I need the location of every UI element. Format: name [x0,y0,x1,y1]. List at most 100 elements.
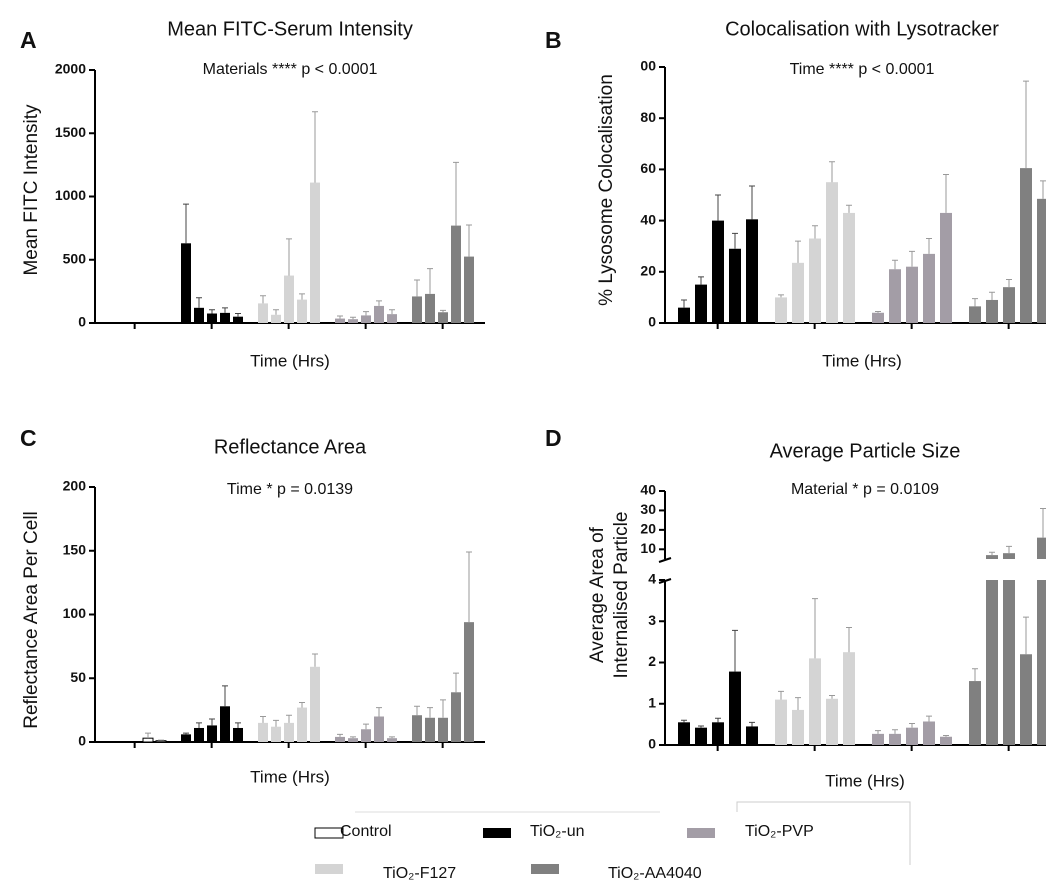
bar [335,318,345,323]
error-bar [943,735,949,737]
error-bar [812,598,818,659]
error-bar [376,300,382,306]
x-axis-label: Time (Hrs) [825,771,905,790]
error-bar [427,268,433,294]
error-bar [715,194,721,221]
error-bar [350,316,356,320]
error-bar [312,653,318,667]
y-axis-label: Reflectance Area Per Cell [21,511,42,729]
error-bar [892,729,898,734]
y-tick-label: 1500 [55,124,86,140]
y-axis-label: Internalised Particle [611,512,632,679]
error-bar [312,111,318,183]
y-axis-label: Mean FITC Intensity [21,104,42,276]
bar [1003,287,1015,323]
y-tick-label: 3 [648,612,656,628]
bar [695,284,707,323]
bar [872,312,884,323]
error-bar [681,299,687,308]
bar [775,699,787,745]
error-bar [778,294,784,298]
bar [310,182,320,323]
error-bar [1006,278,1012,288]
error-bar [829,695,835,699]
bar [923,721,935,745]
y-tick-label: 1000 [55,187,86,203]
y-tick-label: 80 [640,109,656,125]
bar [425,717,435,742]
bar [297,707,307,742]
y-tick-label: 0 [78,733,86,749]
bar [792,262,804,323]
error-bar [222,685,228,707]
bar [889,733,901,745]
bar [969,681,981,745]
error-bar [337,315,343,319]
error-bar [235,722,241,728]
bar [1020,168,1032,323]
bar [906,727,918,745]
bar [412,715,422,742]
error-bar [196,722,202,728]
error-bar [183,732,189,735]
y-tick-label: 1 [648,694,656,710]
bar [348,319,358,323]
legend-label: TiO₂-PVP [745,823,814,840]
error-bar [732,232,738,249]
error-bar [350,736,356,739]
bar [387,738,397,742]
bar [923,253,935,323]
legend-swatch [687,828,715,838]
error-bar [1040,507,1046,538]
error-bar [875,730,881,734]
bar [348,738,358,742]
x-axis-label: Time (Hrs) [250,351,330,370]
bar [712,220,724,323]
bar [451,225,461,323]
y-tick-label: 40 [640,211,656,227]
error-bar [299,293,305,300]
error-bar [698,276,704,285]
panel-letter: A [20,27,37,53]
bar [809,238,821,323]
bar [155,740,167,743]
bar [233,727,243,742]
error-bar [222,307,228,313]
bar [207,313,217,323]
y-tick-label: 150 [63,541,87,557]
error-bar [926,238,932,254]
panel: B Colocalisation with Lysotracker Time ***… [545,18,1046,370]
error-bar [681,719,687,723]
error-bar [466,224,472,257]
bar [843,212,855,323]
panel-subtitle: Material * p = 0.0109 [791,481,939,498]
panel-letter: B [545,27,562,53]
error-bar [209,718,215,726]
y-tick-label: 2 [648,653,656,669]
error-bar [466,551,472,623]
bar [361,315,371,323]
y-tick-label: 500 [63,250,87,266]
axis-break [658,557,672,563]
legend-label: TiO₂-AA4040 [608,865,702,882]
bar [464,622,474,742]
error-bar [145,732,151,739]
bar [297,299,307,323]
y-tick-label: 100 [63,605,87,621]
panel-subtitle: Time * p = 0.0139 [227,481,353,498]
legend-label: Control [340,823,392,840]
panel-title: Mean FITC-Serum Intensity [167,18,413,40]
y-tick-label: 30 [640,501,656,517]
panel: C Reflectance Area Time * p = 0.0139 Time (… [20,425,485,786]
bar [181,734,191,742]
bar [464,256,474,323]
bar [438,312,448,323]
error-bar [196,297,202,308]
bar [220,312,230,323]
panel-title: Reflectance Area [214,436,367,458]
bar [451,692,461,742]
error-bar [158,739,164,741]
bar [906,266,918,323]
error-bar [363,311,369,316]
